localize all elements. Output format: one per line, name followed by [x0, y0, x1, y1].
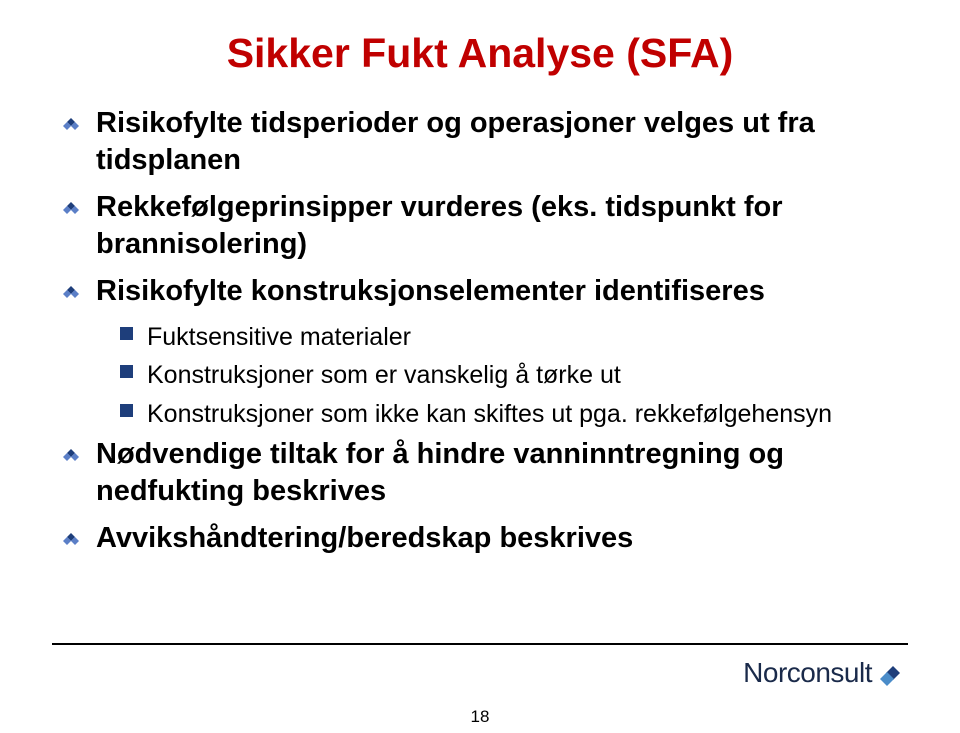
footer-divider: [52, 643, 908, 645]
logo: Norconsult: [743, 657, 908, 689]
slide-title: Sikker Fukt Analyse (SFA): [60, 30, 900, 77]
logo-diamond-icon: [878, 658, 908, 688]
logo-text: Norconsult: [743, 657, 872, 689]
bullet-list: Risikofylte tidsperioder og operasjoner …: [60, 105, 900, 557]
bullet-marker: [60, 442, 82, 469]
square-bullet-icon: [118, 325, 135, 342]
list-item: Risikofylte konstruksjonselementer ident…: [60, 273, 900, 310]
list-item: Rekkefølgeprinsipper vurderes (eks. tids…: [60, 189, 900, 263]
list-item-text: Risikofylte konstruksjonselementer ident…: [96, 273, 765, 310]
list-item-text: Risikofylte tidsperioder og operasjoner …: [96, 105, 900, 179]
diamond-bullet-icon: [60, 526, 82, 548]
bullet-marker: [60, 111, 82, 138]
list-sub-item-text: Konstruksjoner som er vanskelig å tørke …: [147, 359, 621, 392]
diamond-bullet-icon: [60, 111, 82, 133]
bullet-marker: [118, 363, 135, 385]
bullet-marker: [60, 195, 82, 222]
list-item-text: Avvikshåndtering/beredskap beskrives: [96, 520, 633, 557]
list-sub-item-text: Fuktsensitive materialer: [147, 321, 411, 354]
bullet-marker: [60, 279, 82, 306]
list-sub-item: Konstruksjoner som ikke kan skiftes ut p…: [60, 398, 900, 431]
list-sub-item: Konstruksjoner som er vanskelig å tørke …: [60, 359, 900, 392]
bullet-marker: [118, 402, 135, 424]
slide: Sikker Fukt Analyse (SFA) Risikofylte ti…: [0, 0, 960, 733]
slide-footer: Norconsult 18: [0, 643, 960, 733]
bullet-marker: [118, 325, 135, 347]
square-bullet-icon: [118, 402, 135, 419]
list-item: Risikofylte tidsperioder og operasjoner …: [60, 105, 900, 179]
bullet-marker: [60, 526, 82, 553]
list-sub-item: Fuktsensitive materialer: [60, 321, 900, 354]
list-item: Nødvendige tiltak for å hindre vanninntr…: [60, 436, 900, 510]
list-item-text: Rekkefølgeprinsipper vurderes (eks. tids…: [96, 189, 900, 263]
list-item: Avvikshåndtering/beredskap beskrives: [60, 520, 900, 557]
diamond-bullet-icon: [60, 279, 82, 301]
page-number: 18: [0, 707, 960, 727]
diamond-bullet-icon: [60, 195, 82, 217]
diamond-bullet-icon: [60, 442, 82, 464]
list-item-text: Nødvendige tiltak for å hindre vanninntr…: [96, 436, 900, 510]
list-sub-item-text: Konstruksjoner som ikke kan skiftes ut p…: [147, 398, 832, 431]
square-bullet-icon: [118, 363, 135, 380]
